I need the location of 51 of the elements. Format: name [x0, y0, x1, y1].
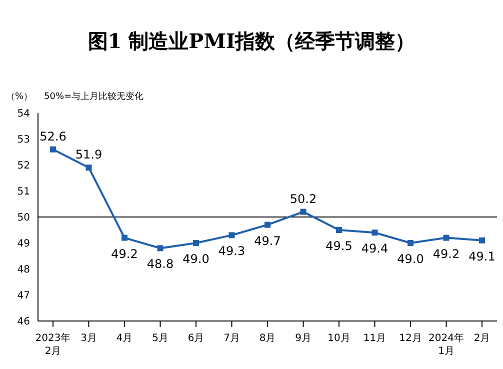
text: 50%=与上月比较无变化 [44, 90, 144, 103]
x-tick-label: 2月 [474, 333, 490, 344]
y-tick-label: 46 [17, 316, 30, 328]
point [157, 245, 164, 252]
x-tick-label: 6月 [188, 333, 204, 344]
point [228, 232, 235, 238]
text: 49.1 [468, 249, 496, 264]
x-tick-label: 3月 [80, 333, 97, 344]
text: 51.9 [75, 148, 102, 162]
point [122, 234, 128, 241]
text: 49.0 [182, 252, 210, 266]
y-tick-label: 48 [17, 264, 30, 276]
x-tick-label: 10月 [328, 333, 350, 344]
y-tick-label: 47 [17, 290, 30, 302]
point [408, 240, 414, 246]
point [300, 208, 306, 215]
text: 50.2 [290, 192, 317, 206]
y-tick-label: 54 [17, 108, 30, 120]
text: 49.5 [326, 239, 352, 253]
point [193, 240, 199, 246]
text: 49.2 [111, 246, 138, 261]
y-tick-label: 49 [17, 238, 30, 250]
x-tick-label: 2024年 1月 [428, 332, 464, 357]
y-axis-title: （%） [6, 91, 33, 103]
y-tick-label: 53 [17, 134, 30, 146]
y-tick-label: 51 [17, 186, 30, 198]
x-tick-label: 4月 [116, 333, 133, 344]
point [443, 234, 450, 241]
text: 52.6 [40, 129, 66, 144]
point [264, 222, 270, 228]
point [372, 230, 378, 236]
x-tick-label: 11月 [363, 333, 386, 344]
text: 49.2 [432, 246, 460, 261]
y-tick-label: 50 [17, 212, 30, 224]
x-tick-label: 2023年 2月 [35, 332, 71, 357]
text: 49.4 [361, 242, 388, 256]
x-tick-label: 9月 [295, 333, 312, 344]
y-tick-label: 52 [17, 160, 30, 172]
text: 49.7 [254, 234, 281, 248]
point [479, 237, 485, 244]
text: 48.8 [146, 257, 174, 272]
text: 49.0 [397, 252, 424, 266]
point [336, 227, 342, 233]
x-tick-label: 12月 [399, 333, 422, 344]
text: 49.3 [218, 244, 246, 258]
x-tick-label: 5月 [152, 333, 168, 344]
x-tick-label: 7月 [224, 333, 240, 344]
point [86, 164, 92, 171]
chart-title: 图1 制造业PMI指数（经季节调整） [86, 28, 416, 55]
point [50, 146, 56, 152]
x-tick-label: 8月 [259, 333, 276, 344]
